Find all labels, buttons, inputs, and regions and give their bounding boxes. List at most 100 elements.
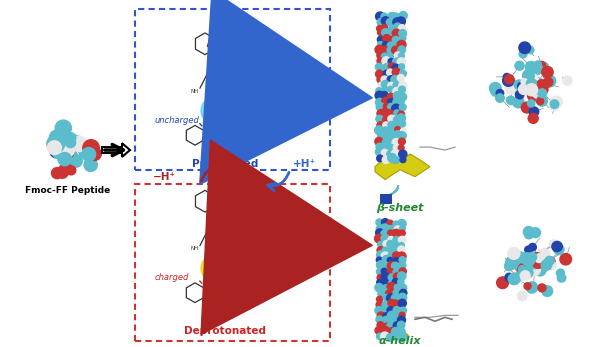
Circle shape bbox=[514, 272, 524, 281]
Circle shape bbox=[387, 76, 395, 83]
Circle shape bbox=[529, 264, 540, 276]
Circle shape bbox=[381, 46, 389, 55]
Circle shape bbox=[387, 307, 394, 313]
Circle shape bbox=[398, 111, 405, 118]
Circle shape bbox=[388, 59, 394, 65]
Circle shape bbox=[392, 104, 400, 113]
Circle shape bbox=[397, 328, 405, 335]
Circle shape bbox=[397, 17, 405, 26]
Circle shape bbox=[382, 144, 389, 152]
Circle shape bbox=[397, 252, 406, 261]
Circle shape bbox=[536, 95, 547, 106]
Circle shape bbox=[383, 64, 390, 72]
Circle shape bbox=[67, 166, 76, 175]
Circle shape bbox=[387, 137, 395, 145]
Circle shape bbox=[378, 42, 383, 47]
Circle shape bbox=[523, 254, 535, 266]
Polygon shape bbox=[382, 314, 391, 315]
Circle shape bbox=[399, 11, 407, 20]
Circle shape bbox=[529, 85, 538, 95]
Circle shape bbox=[387, 262, 396, 270]
Circle shape bbox=[62, 156, 72, 166]
Circle shape bbox=[387, 323, 393, 329]
Circle shape bbox=[397, 75, 405, 82]
Circle shape bbox=[531, 262, 541, 272]
Circle shape bbox=[383, 87, 388, 93]
Circle shape bbox=[551, 103, 559, 111]
Circle shape bbox=[391, 13, 400, 21]
Circle shape bbox=[521, 78, 528, 85]
Circle shape bbox=[524, 283, 531, 289]
Circle shape bbox=[394, 116, 401, 124]
Circle shape bbox=[394, 226, 401, 232]
Circle shape bbox=[546, 257, 555, 266]
Polygon shape bbox=[397, 332, 406, 333]
Circle shape bbox=[78, 144, 92, 158]
Circle shape bbox=[84, 158, 97, 171]
Circle shape bbox=[398, 82, 407, 90]
Circle shape bbox=[525, 61, 536, 73]
Circle shape bbox=[392, 46, 400, 54]
Circle shape bbox=[521, 102, 532, 113]
Circle shape bbox=[387, 29, 395, 38]
Circle shape bbox=[65, 133, 76, 143]
Circle shape bbox=[383, 313, 390, 320]
Circle shape bbox=[395, 52, 401, 58]
Circle shape bbox=[383, 240, 390, 247]
Circle shape bbox=[388, 328, 396, 336]
Circle shape bbox=[377, 274, 384, 281]
Circle shape bbox=[383, 42, 389, 49]
Circle shape bbox=[388, 36, 394, 43]
Circle shape bbox=[58, 168, 68, 178]
Circle shape bbox=[393, 83, 398, 88]
Circle shape bbox=[382, 285, 391, 293]
Circle shape bbox=[517, 82, 525, 90]
Circle shape bbox=[60, 143, 74, 157]
Polygon shape bbox=[102, 143, 130, 157]
Circle shape bbox=[512, 96, 524, 108]
Circle shape bbox=[539, 248, 549, 259]
Circle shape bbox=[388, 121, 395, 128]
Circle shape bbox=[392, 229, 401, 238]
Circle shape bbox=[526, 69, 538, 81]
Circle shape bbox=[383, 127, 389, 133]
Circle shape bbox=[400, 289, 407, 297]
Circle shape bbox=[388, 246, 396, 254]
Circle shape bbox=[376, 12, 384, 21]
Circle shape bbox=[377, 122, 384, 129]
Circle shape bbox=[544, 259, 554, 269]
Circle shape bbox=[383, 247, 388, 253]
Circle shape bbox=[398, 99, 404, 104]
Circle shape bbox=[392, 68, 400, 76]
Circle shape bbox=[376, 225, 384, 232]
Circle shape bbox=[398, 86, 405, 93]
Circle shape bbox=[381, 272, 389, 280]
Circle shape bbox=[544, 78, 553, 86]
Circle shape bbox=[392, 36, 400, 43]
Circle shape bbox=[560, 254, 571, 265]
Circle shape bbox=[394, 110, 400, 116]
Circle shape bbox=[383, 117, 389, 123]
Circle shape bbox=[71, 136, 87, 152]
Circle shape bbox=[397, 58, 406, 66]
Circle shape bbox=[382, 255, 391, 264]
Circle shape bbox=[386, 333, 394, 341]
Circle shape bbox=[399, 268, 406, 275]
Circle shape bbox=[387, 153, 397, 162]
Text: β-sheet: β-sheet bbox=[376, 203, 424, 213]
Circle shape bbox=[398, 272, 406, 280]
Circle shape bbox=[383, 327, 389, 334]
Polygon shape bbox=[377, 320, 385, 321]
Circle shape bbox=[393, 221, 399, 227]
Polygon shape bbox=[379, 316, 387, 317]
Circle shape bbox=[378, 36, 384, 43]
Circle shape bbox=[387, 282, 395, 291]
Circle shape bbox=[398, 279, 404, 285]
Circle shape bbox=[387, 220, 394, 227]
Circle shape bbox=[387, 110, 394, 117]
Polygon shape bbox=[380, 315, 389, 316]
Circle shape bbox=[397, 40, 406, 49]
Circle shape bbox=[375, 234, 383, 243]
Circle shape bbox=[519, 50, 527, 58]
Circle shape bbox=[391, 332, 400, 340]
